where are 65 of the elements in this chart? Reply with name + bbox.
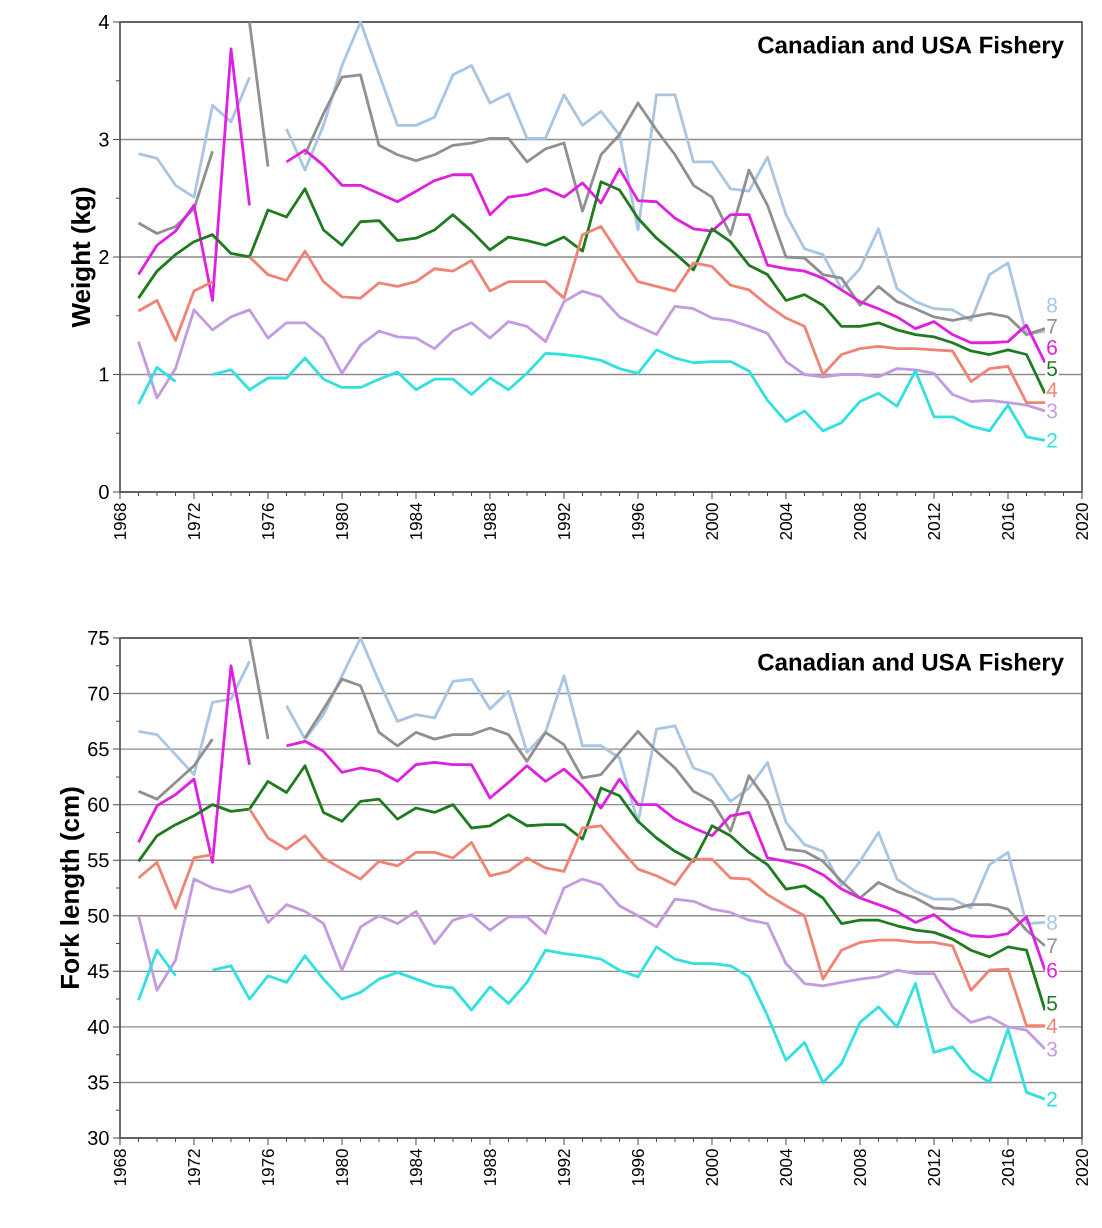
line-series [137,180,1047,395]
x-tick-label: 2016 [1001,503,1015,540]
x-tick-label: 2000 [705,503,719,540]
y-tick-label: 35 [88,1075,109,1090]
series-label: 7 [1047,938,1057,953]
series-label: 4 [1046,1018,1058,1033]
y-tick-label: 40 [87,1019,109,1034]
y-tick-label: 70 [88,686,109,701]
y-tick-label: 1 [99,367,109,382]
x-tick-label: 1984 [409,503,423,540]
y-tick-label: 65 [88,742,109,757]
text: Canadian and USA Fishery [758,653,1064,676]
x-tick-label: 1968 [113,503,127,540]
x-tick-label: 1996 [631,1149,645,1186]
y-tick-label: 45 [87,964,109,979]
y-tick-label: 60 [88,797,109,812]
series-label: 6 [1047,962,1057,978]
x-tick-label: 2004 [779,503,793,540]
x-tick-label: 1988 [483,1149,497,1186]
y-tick-label: 4 [98,15,109,29]
y-axis-title: Weight (kg) [71,187,96,328]
series-label: 4 [1046,382,1058,397]
x-tick-label: 2020 [1075,1149,1089,1186]
series-label: 2 [1047,1091,1057,1107]
x-tick-label: 1980 [335,1149,349,1186]
x-tick-label: 1976 [261,1149,275,1186]
series-label: 2 [1047,432,1057,448]
x-tick-label: 1980 [335,503,349,540]
x-tick-label: 1968 [113,1149,127,1186]
y-tick-label: 2 [99,250,109,264]
x-tick-label: 2008 [853,503,867,540]
series-label: 8 [1047,915,1057,930]
x-tick-label: 2012 [927,1149,941,1186]
x-tick-label: 1972 [187,503,201,540]
y-tick-label: 3 [99,132,109,147]
series-label: 8 [1047,297,1057,313]
line-series [137,289,1047,413]
x-tick-label: 2000 [705,1149,719,1186]
line-series [137,764,1047,1012]
series-label: 6 [1047,340,1057,355]
x-tick-label: 1992 [557,1149,571,1186]
x-tick-label: 1976 [261,503,275,540]
x-tick-label: 2012 [927,503,941,540]
x-tick-label: 1984 [409,1149,423,1186]
x-tick-label: 2008 [853,1149,867,1186]
text: Canadian and USA Fishery [758,35,1064,59]
series-label: 3 [1046,403,1057,419]
y-tick-label: 30 [88,1130,109,1146]
x-tick-label: 1972 [187,1149,201,1186]
series-label: 5 [1047,361,1057,376]
x-tick-label: 1996 [631,503,645,540]
x-tick-label: 1988 [483,503,497,540]
x-tick-label: 2016 [1001,1149,1015,1186]
line-series [137,877,1047,1051]
series-label: 3 [1046,1041,1057,1057]
y-tick-label: 0 [99,484,109,500]
x-tick-label: 1992 [557,503,571,540]
y-tick-label: 50 [88,908,109,923]
y-axis-title: Fork length (cm) [60,787,85,989]
x-tick-label: 2004 [779,1149,793,1186]
y-tick-label: 55 [88,853,109,868]
series-label: 5 [1047,995,1057,1011]
series-label: 7 [1047,319,1057,334]
x-tick-label: 2020 [1075,503,1089,540]
y-tick-label: 75 [88,631,109,645]
